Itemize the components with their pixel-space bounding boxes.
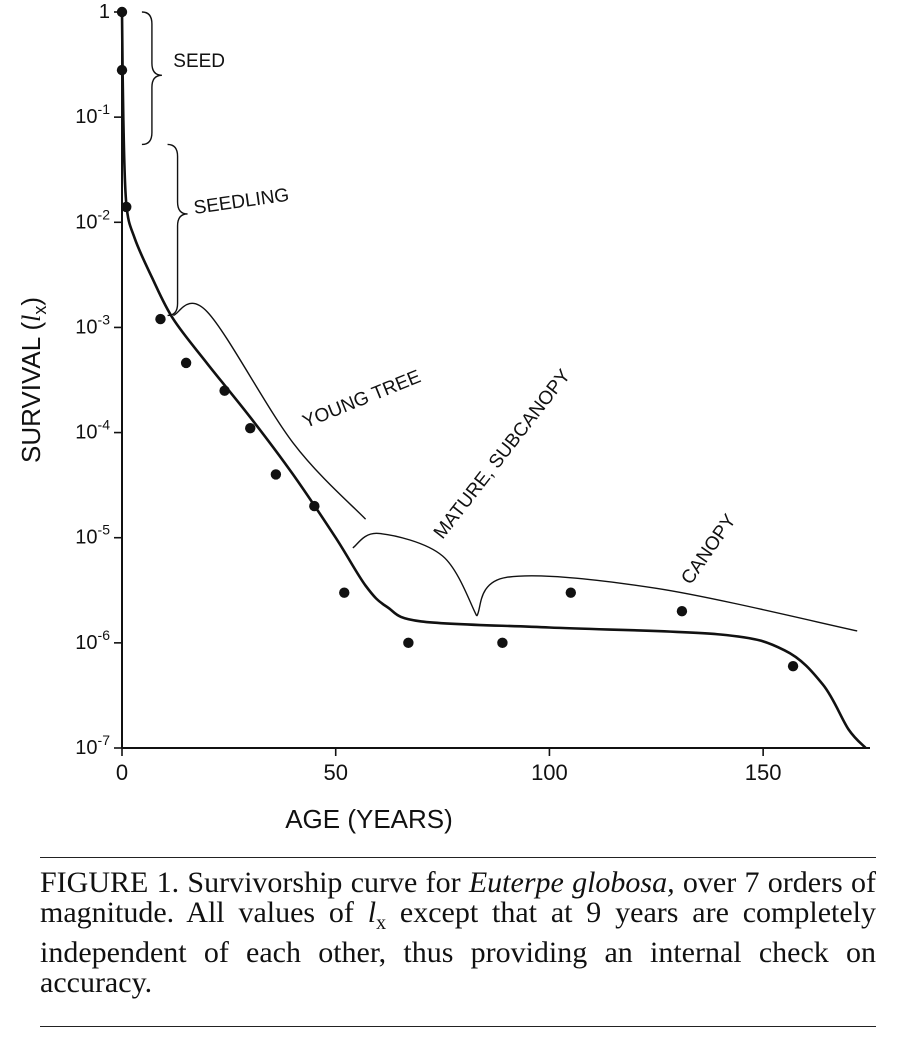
y-tick-label-base: 1 bbox=[99, 1, 110, 23]
stage-bracket bbox=[172, 302, 367, 520]
y-axis-label-symbol: l bbox=[17, 315, 46, 322]
y-tick-label-exponent: -5 bbox=[98, 522, 111, 538]
x-tick-label: 0 bbox=[116, 760, 128, 785]
caption-bottom-rule bbox=[40, 1026, 876, 1027]
caption-text-a: Survivorship curve for bbox=[187, 866, 469, 899]
stage-label: SEEDLING bbox=[192, 185, 290, 219]
stage-bracket bbox=[167, 143, 188, 317]
data-point bbox=[116, 6, 128, 18]
y-axis-label-close: ) bbox=[16, 297, 46, 306]
x-axis-ticks: 0 50 100 150 bbox=[116, 748, 782, 785]
y-tick-label-base: 10 bbox=[75, 211, 97, 233]
data-point bbox=[121, 201, 132, 213]
axes bbox=[121, 12, 870, 749]
data-point bbox=[787, 660, 799, 672]
y-axis-label-text: SURVIVAL ( bbox=[16, 322, 46, 463]
stage-bracket bbox=[141, 11, 162, 146]
caption-text-b: over 7 orders of magnitude. All values o… bbox=[40, 866, 876, 929]
y-tick-label-base: 10 bbox=[75, 316, 97, 338]
y-axis-label-subscript: x bbox=[30, 306, 50, 315]
data-point bbox=[180, 357, 192, 369]
stage-labels: SEED SEEDLING YOUNG TREE MATURE, SUBCANOPY C… bbox=[173, 51, 740, 589]
data-point bbox=[309, 500, 320, 512]
survivorship-curve bbox=[120, 11, 867, 749]
y-tick-label-base: 10 bbox=[75, 422, 97, 444]
data-point bbox=[565, 587, 576, 598]
caption-subscript: x bbox=[376, 912, 387, 934]
y-tick-label-base: 10 bbox=[75, 527, 97, 549]
x-tick-label: 100 bbox=[531, 760, 568, 785]
stage-bracket bbox=[352, 532, 478, 617]
y-tick-label-exponent: -7 bbox=[98, 732, 111, 748]
survivorship-chart: 110-110-210-310-410-510-610-7 0 50 100 150 … bbox=[16, 1, 870, 834]
data-points bbox=[116, 6, 799, 672]
y-tick-label-base: 10 bbox=[75, 632, 97, 654]
caption-symbol: l bbox=[367, 896, 377, 929]
y-tick-label: 10-1 bbox=[75, 101, 110, 128]
caption-text-c: except that at 9 years are completely in… bbox=[40, 896, 876, 999]
y-tick-label-exponent: -4 bbox=[98, 417, 111, 433]
y-tick-label: 10-6 bbox=[75, 627, 110, 654]
stage-bracket bbox=[476, 575, 858, 632]
data-point bbox=[270, 469, 282, 480]
survivorship-line bbox=[120, 11, 867, 749]
x-axis-label: AGE (YEARS) bbox=[285, 804, 453, 834]
y-axis-label: SURVIVAL (lx) bbox=[16, 297, 50, 463]
data-point bbox=[155, 313, 166, 325]
caption-label: FIGURE 1. bbox=[40, 866, 180, 899]
stage-label: SEED bbox=[173, 51, 225, 72]
data-point bbox=[497, 637, 508, 649]
data-point bbox=[116, 64, 128, 76]
caption-species: Euterpe globosa, bbox=[468, 866, 675, 899]
life-stage-brackets bbox=[141, 11, 858, 632]
stage-label: YOUNG TREE bbox=[300, 366, 424, 432]
y-tick-label: 10-5 bbox=[75, 522, 110, 549]
figure-caption: FIGURE 1. Survivorship curve for Euterpe… bbox=[40, 868, 876, 998]
stage-label: MATURE, SUBCANOPY bbox=[430, 366, 575, 544]
x-tick-label: 50 bbox=[323, 760, 347, 785]
y-tick-label: 10-3 bbox=[75, 311, 110, 338]
data-point bbox=[676, 606, 688, 617]
y-tick-label-base: 10 bbox=[75, 737, 97, 759]
data-point bbox=[245, 423, 256, 434]
data-point bbox=[339, 587, 350, 598]
y-tick-label-base: 10 bbox=[75, 106, 97, 128]
x-tick-label: 150 bbox=[745, 760, 782, 785]
y-tick-label: 10-2 bbox=[75, 206, 110, 233]
y-tick-label-exponent: -1 bbox=[98, 101, 111, 117]
y-tick-label: 10-7 bbox=[75, 732, 110, 759]
y-tick-label-exponent: -2 bbox=[98, 206, 111, 222]
data-point bbox=[403, 637, 414, 649]
stage-label: CANOPY bbox=[677, 510, 740, 588]
y-tick-label-exponent: -3 bbox=[98, 311, 111, 327]
data-point bbox=[219, 385, 230, 396]
y-tick-label: 10-4 bbox=[75, 417, 110, 444]
y-tick-label: 1 bbox=[99, 1, 110, 23]
caption-top-rule bbox=[40, 857, 876, 858]
y-tick-label-exponent: -6 bbox=[98, 627, 111, 643]
y-axis-ticks: 110-110-210-310-410-510-610-7 bbox=[75, 1, 122, 759]
